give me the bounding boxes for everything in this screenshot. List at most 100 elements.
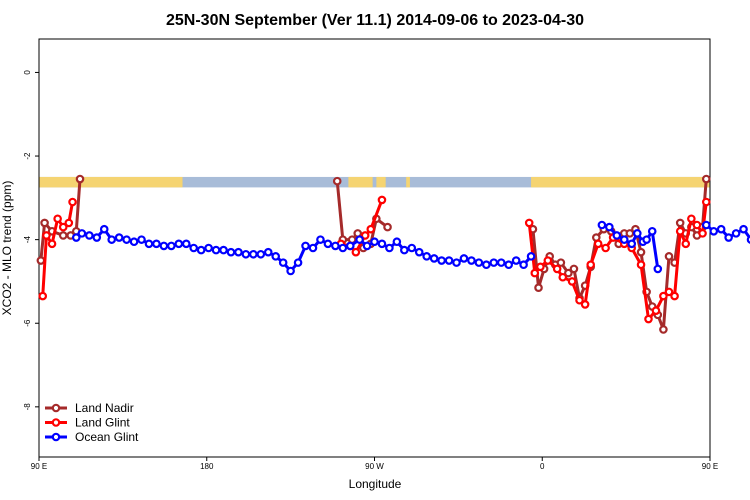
series-land-nadir [36, 174, 711, 334]
legend-item: Ocean Glint [45, 430, 139, 444]
y-tick-label: -8 [23, 403, 32, 411]
data-point [619, 235, 629, 244]
data-point [366, 224, 376, 234]
data-point [536, 262, 545, 272]
data-point [642, 235, 651, 244]
data-point [489, 258, 499, 267]
data-point [85, 231, 94, 240]
strip-ocean [39, 176, 710, 188]
data-point [496, 258, 506, 267]
data-point [664, 287, 674, 297]
data-point [739, 224, 748, 234]
data-point [75, 174, 85, 184]
data-point [731, 229, 741, 238]
data-point [351, 247, 361, 257]
data-point [692, 220, 702, 230]
series-group [36, 174, 750, 334]
series-line [531, 178, 708, 332]
legend-item: Land Glint [45, 416, 130, 430]
data-point [627, 239, 637, 249]
legend-item: Land Nadir [45, 401, 134, 415]
data-point [524, 218, 534, 228]
x-tick-label: 180 [200, 462, 214, 471]
data-point [159, 241, 169, 251]
data-point [746, 235, 750, 244]
data-point [701, 174, 711, 184]
data-point [452, 258, 461, 267]
data-point [308, 243, 318, 253]
series-line [601, 223, 660, 270]
legend-marker [51, 432, 61, 442]
data-point [429, 254, 439, 263]
legend-marker [51, 403, 61, 413]
data-point [211, 245, 221, 255]
data-point [122, 235, 131, 244]
y-tick-label: -2 [23, 152, 32, 160]
legend-label: Ocean Glint [75, 430, 139, 444]
data-point [580, 300, 590, 309]
data-point [114, 233, 124, 242]
data-point [226, 247, 236, 257]
x-axis-label: Longitude [349, 477, 402, 491]
data-point [71, 233, 81, 242]
data-point [53, 214, 62, 224]
data-point [167, 241, 176, 251]
strip-land-segment [406, 176, 410, 188]
data-point [137, 235, 146, 244]
data-point [204, 243, 213, 253]
data-point [301, 241, 310, 251]
data-point [636, 247, 646, 257]
data-point [377, 239, 387, 249]
strip-land-segment [376, 176, 386, 188]
data-point [355, 235, 364, 244]
data-point [189, 243, 199, 253]
strip-land-segment [531, 176, 710, 188]
data-point [385, 243, 394, 253]
data-point [42, 231, 51, 240]
data-point [129, 237, 139, 247]
data-point [675, 226, 685, 236]
data-point [511, 256, 521, 265]
data-point [58, 222, 68, 232]
data-point [534, 283, 543, 293]
data-point [47, 239, 57, 249]
series-land-glint [38, 195, 711, 324]
data-point [605, 222, 614, 232]
data-point [644, 314, 653, 324]
chart-title: 25N-30N September (Ver 11.1) 2014-09-06 … [166, 12, 584, 29]
data-point [709, 226, 719, 236]
data-point [526, 252, 536, 261]
data-point [174, 239, 184, 249]
data-point [647, 226, 657, 236]
data-point [575, 295, 584, 305]
data-point [407, 243, 417, 253]
x-tick-label: 90 E [31, 462, 47, 471]
data-point [362, 241, 372, 251]
data-point [593, 239, 603, 249]
data-point [370, 237, 379, 247]
data-point [597, 220, 607, 230]
data-point [64, 218, 74, 228]
data-point [586, 260, 596, 270]
data-point [286, 266, 295, 276]
x-tick-label: 90 E [702, 462, 718, 471]
data-point [271, 252, 281, 261]
data-point [556, 258, 566, 267]
data-point [38, 291, 48, 301]
data-point [612, 231, 622, 240]
data-point [400, 245, 409, 255]
series-ocean-glint [71, 220, 750, 276]
data-point [474, 258, 484, 267]
data-point [724, 233, 733, 242]
data-point [241, 249, 251, 259]
y-tick-label: -6 [23, 319, 32, 327]
legend-label: Land Nadir [75, 401, 134, 415]
data-point [651, 306, 661, 316]
y-tick-label: 0 [23, 70, 32, 75]
data-point [99, 224, 109, 234]
data-point [670, 291, 679, 301]
data-point [377, 195, 387, 205]
data-point [659, 291, 668, 301]
data-point [716, 224, 726, 234]
